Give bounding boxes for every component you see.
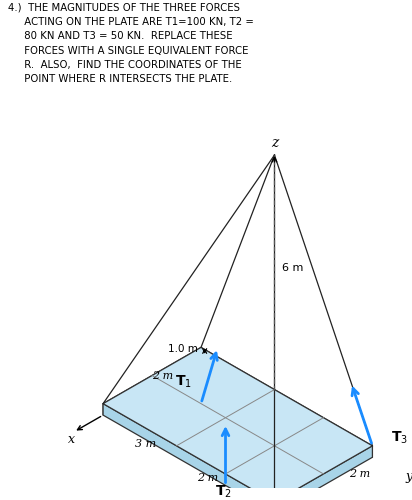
Text: y: y (405, 470, 412, 482)
Text: 3 m: 3 m (135, 439, 156, 449)
Text: 2 m: 2 m (349, 469, 370, 479)
Text: T$_1$: T$_1$ (175, 374, 192, 390)
Text: T$_3$: T$_3$ (391, 430, 408, 446)
Text: 2 m: 2 m (197, 473, 219, 483)
Text: 6 m: 6 m (281, 264, 303, 274)
Text: T$_2$: T$_2$ (215, 484, 232, 500)
Text: z: z (271, 136, 278, 150)
Text: 4.)  THE MAGNITUDES OF THE THREE FORCES
     ACTING ON THE PLATE ARE T1=100 KN, : 4.) THE MAGNITUDES OF THE THREE FORCES A… (8, 2, 254, 84)
Text: 1.0 m: 1.0 m (168, 344, 198, 354)
Polygon shape (103, 348, 201, 415)
Polygon shape (103, 404, 274, 500)
Text: x: x (68, 432, 75, 446)
Polygon shape (103, 348, 372, 500)
Text: 2 m: 2 m (152, 371, 173, 381)
Polygon shape (274, 446, 372, 500)
Polygon shape (201, 348, 372, 458)
